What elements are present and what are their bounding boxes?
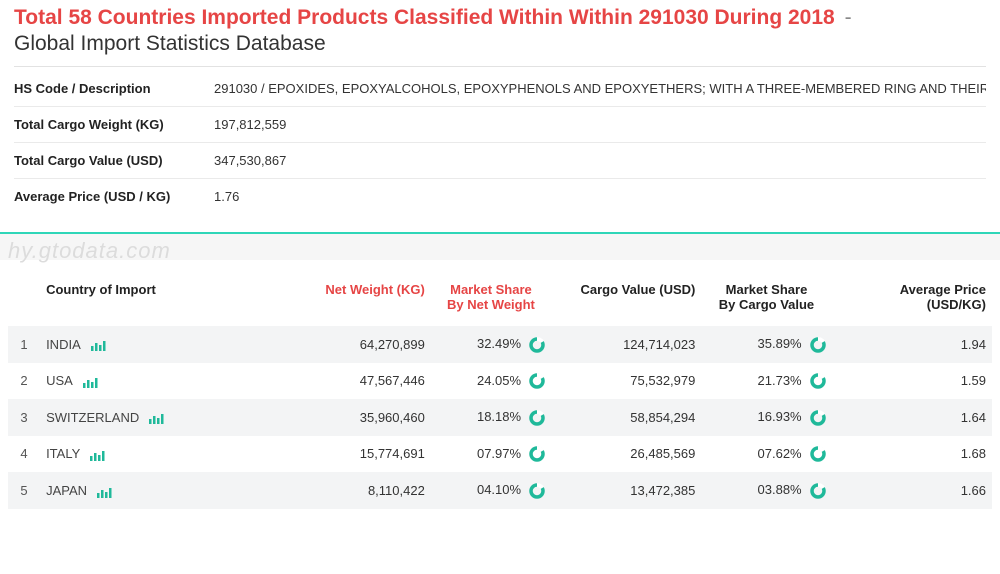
summary-row: Average Price (USD / KG) 1.76: [14, 179, 986, 214]
col-net-weight[interactable]: Net Weight (KG): [301, 274, 431, 326]
data-table-wrap: Country of Import Net Weight (KG) Market…: [0, 260, 1000, 509]
donut-chart-icon[interactable]: [529, 446, 545, 462]
title-subtitle: Global Import Statistics Database: [14, 32, 986, 56]
col-cargo-value[interactable]: Cargo Value (USD): [551, 274, 701, 326]
cell-cargo-value: 26,485,569: [551, 436, 701, 473]
cell-rank: 1: [8, 326, 40, 363]
summary-value: 347,530,867: [214, 153, 986, 168]
col-ms-cargo-value-l2: By Cargo Value: [719, 297, 814, 312]
col-avg-price[interactable]: Average Price (USD/KG): [832, 274, 992, 326]
cell-ms-cargo-value: 07.62%: [701, 436, 831, 473]
cell-country[interactable]: USA: [40, 363, 301, 400]
bar-chart-icon[interactable]: [97, 486, 113, 498]
title-dash: -: [845, 6, 852, 29]
summary-value: 197,812,559: [214, 117, 986, 132]
cell-country[interactable]: SWITZERLAND: [40, 399, 301, 436]
summary-row: HS Code / Description 291030 / EPOXIDES,…: [14, 71, 986, 107]
bar-chart-icon[interactable]: [83, 376, 99, 388]
table-row[interactable]: 5JAPAN8,110,42204.10%13,472,38503.88%1.6…: [8, 472, 992, 509]
donut-chart-icon[interactable]: [810, 373, 826, 389]
col-ms-net-weight-l1: Market Share: [450, 282, 532, 297]
bar-chart-icon[interactable]: [90, 449, 106, 461]
bar-chart-icon[interactable]: [149, 412, 165, 424]
bar-chart-icon[interactable]: [91, 339, 107, 351]
cell-cargo-value: 58,854,294: [551, 399, 701, 436]
donut-chart-icon[interactable]: [810, 446, 826, 462]
cell-net-weight: 8,110,422: [301, 472, 431, 509]
table-header-row: Country of Import Net Weight (KG) Market…: [8, 274, 992, 326]
title-main: Total 58 Countries Imported Products Cla…: [14, 6, 835, 29]
col-country[interactable]: Country of Import: [40, 274, 301, 326]
cell-ms-net-weight: 18.18%: [431, 399, 551, 436]
cell-ms-net-weight: 04.10%: [431, 472, 551, 509]
col-ms-cargo-value-l1: Market Share: [726, 282, 808, 297]
summary-block: HS Code / Description 291030 / EPOXIDES,…: [0, 67, 1000, 214]
cell-net-weight: 47,567,446: [301, 363, 431, 400]
cell-cargo-value: 124,714,023: [551, 326, 701, 363]
cell-ms-cargo-value: 21.73%: [701, 363, 831, 400]
donut-chart-icon[interactable]: [529, 373, 545, 389]
cell-avg-price: 1.94: [832, 326, 992, 363]
cell-country[interactable]: ITALY: [40, 436, 301, 473]
summary-value: 291030 / EPOXIDES, EPOXYALCOHOLS, EPOXYP…: [214, 81, 986, 96]
table-row[interactable]: 3SWITZERLAND35,960,46018.18%58,854,29416…: [8, 399, 992, 436]
cell-rank: 5: [8, 472, 40, 509]
donut-chart-icon[interactable]: [810, 410, 826, 426]
summary-row: Total Cargo Value (USD) 347,530,867: [14, 143, 986, 179]
table-row[interactable]: 1INDIA64,270,89932.49%124,714,02335.89%1…: [8, 326, 992, 363]
col-ms-cargo-value[interactable]: Market Share By Cargo Value: [701, 274, 831, 326]
cell-cargo-value: 75,532,979: [551, 363, 701, 400]
donut-chart-icon[interactable]: [810, 337, 826, 353]
cell-country[interactable]: INDIA: [40, 326, 301, 363]
cell-ms-cargo-value: 35.89%: [701, 326, 831, 363]
cell-ms-cargo-value: 16.93%: [701, 399, 831, 436]
summary-label: Average Price (USD / KG): [14, 189, 214, 204]
summary-label: Total Cargo Value (USD): [14, 153, 214, 168]
cell-ms-net-weight: 07.97%: [431, 436, 551, 473]
cell-rank: 4: [8, 436, 40, 473]
cell-avg-price: 1.64: [832, 399, 992, 436]
cell-net-weight: 15,774,691: [301, 436, 431, 473]
table-row[interactable]: 4ITALY15,774,69107.97%26,485,56907.62%1.…: [8, 436, 992, 473]
cell-rank: 3: [8, 399, 40, 436]
cell-country[interactable]: JAPAN: [40, 472, 301, 509]
cell-avg-price: 1.66: [832, 472, 992, 509]
summary-label: HS Code / Description: [14, 81, 214, 96]
summary-row: Total Cargo Weight (KG) 197,812,559: [14, 107, 986, 143]
donut-chart-icon[interactable]: [529, 483, 545, 499]
divider-band: hy.gtodata.com: [0, 232, 1000, 260]
donut-chart-icon[interactable]: [529, 410, 545, 426]
watermark-text: hy.gtodata.com: [8, 238, 171, 264]
summary-label: Total Cargo Weight (KG): [14, 117, 214, 132]
col-ms-net-weight-l2: By Net Weight: [447, 297, 535, 312]
page-header: Total 58 Countries Imported Products Cla…: [0, 0, 1000, 66]
cell-ms-net-weight: 32.49%: [431, 326, 551, 363]
summary-value: 1.76: [214, 189, 986, 204]
cell-avg-price: 1.59: [832, 363, 992, 400]
col-rank: [8, 274, 40, 326]
donut-chart-icon[interactable]: [810, 483, 826, 499]
donut-chart-icon[interactable]: [529, 337, 545, 353]
cell-net-weight: 35,960,460: [301, 399, 431, 436]
cell-ms-net-weight: 24.05%: [431, 363, 551, 400]
cell-ms-cargo-value: 03.88%: [701, 472, 831, 509]
cell-avg-price: 1.68: [832, 436, 992, 473]
table-row[interactable]: 2USA47,567,44624.05%75,532,97921.73%1.59: [8, 363, 992, 400]
col-ms-net-weight[interactable]: Market Share By Net Weight: [431, 274, 551, 326]
cell-rank: 2: [8, 363, 40, 400]
cell-cargo-value: 13,472,385: [551, 472, 701, 509]
data-table: Country of Import Net Weight (KG) Market…: [8, 274, 992, 509]
cell-net-weight: 64,270,899: [301, 326, 431, 363]
